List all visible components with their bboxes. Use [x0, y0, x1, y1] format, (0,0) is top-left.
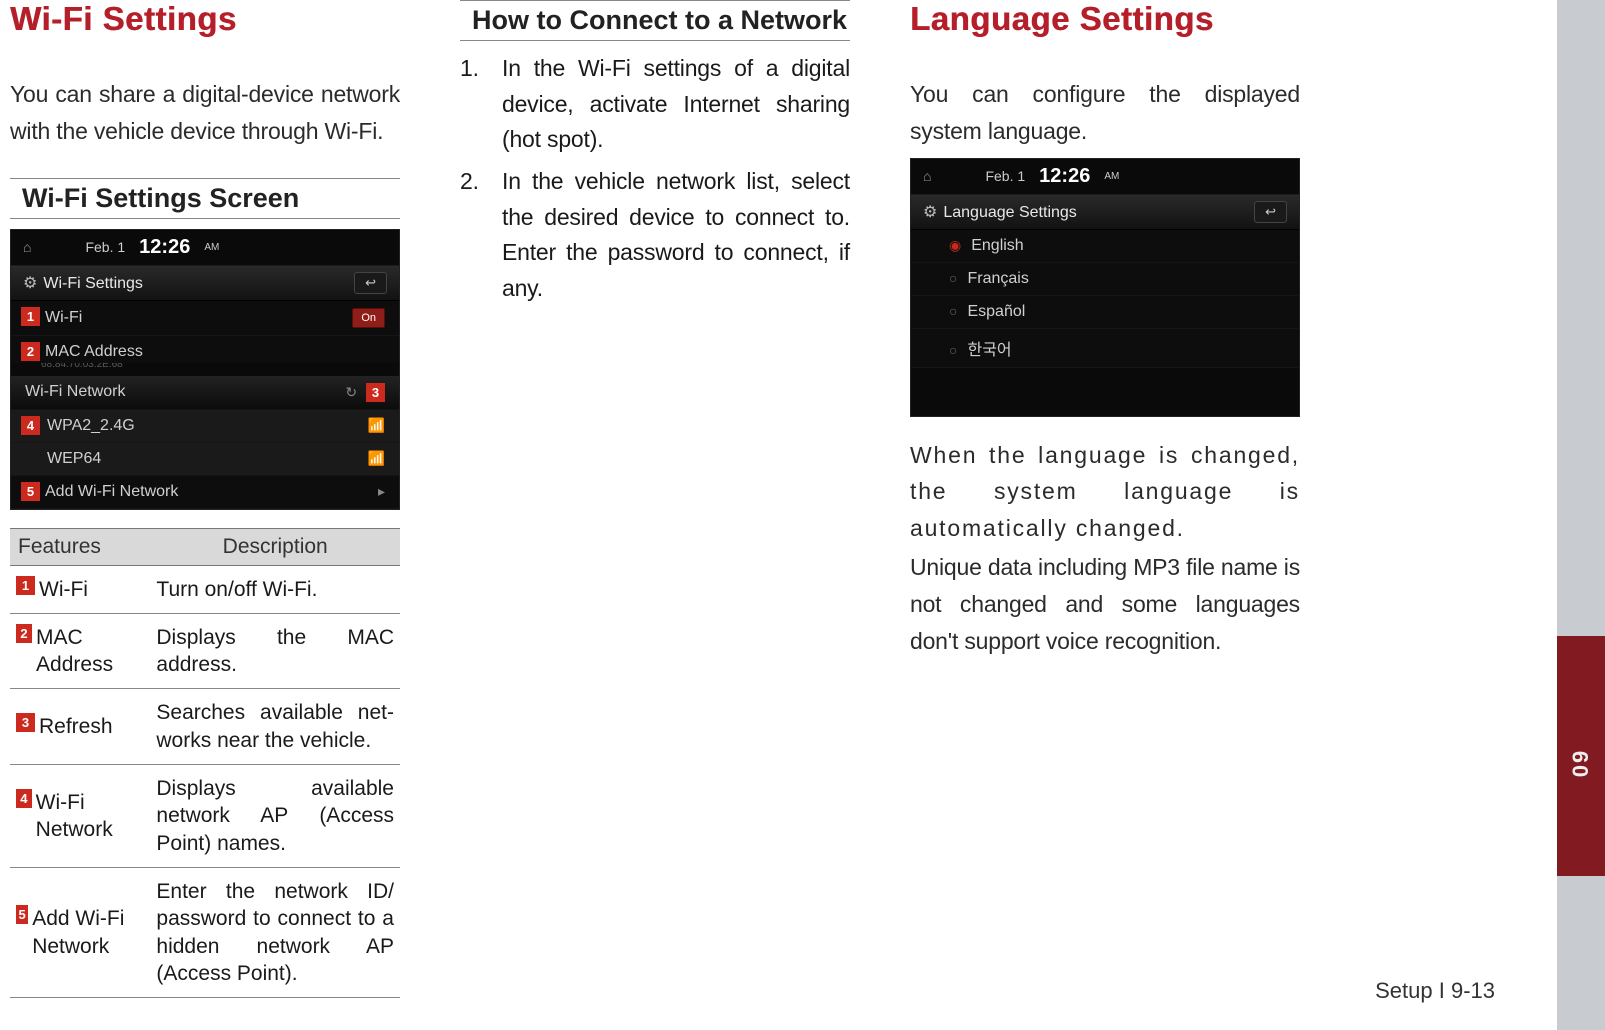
wifi-settings-title: Wi-Fi Settings [10, 0, 400, 38]
desc-1: Turn on/off Wi-Fi. [150, 565, 400, 613]
page-footer: Setup I 9-13 [1375, 978, 1495, 1004]
table-row: 4 Wi-Fi Network Displays available netwo… [10, 765, 400, 868]
ss2-time: 12:26 [1039, 165, 1090, 188]
badge-1: 1 [16, 576, 35, 595]
lang-espanol: Español [967, 303, 1025, 320]
language-intro: You can configure the displayed system l… [910, 76, 1300, 150]
ss-net-b: WEP64 [47, 450, 101, 468]
desc-5: Enter the network ID/ password to connec… [150, 867, 400, 997]
ss-row-add: Add Wi-Fi Network [45, 483, 178, 501]
step-2: In the vehicle network list, select the … [460, 164, 850, 307]
th-features: Features [10, 528, 150, 565]
ss-header-text: Wi-Fi Settings [43, 275, 143, 292]
back-icon: ↩ [1254, 201, 1287, 223]
back-icon: ↩ [354, 272, 387, 294]
side-tab-bottom [1557, 876, 1605, 1030]
chevron-right-icon: ▸ [378, 483, 385, 500]
feat-5: Add Wi-Fi Network [32, 905, 144, 960]
feat-4: Wi-Fi Network [36, 789, 145, 844]
callout-5: 5 [21, 482, 40, 501]
desc-2: Displays the MAC address. [150, 613, 400, 689]
howto-subheading: How to Connect to a Network [460, 0, 850, 41]
refresh-icon: ↻ [345, 384, 357, 400]
radio-icon: ○ [949, 342, 957, 358]
ss-row-net-hdr: Wi-Fi Network [25, 383, 125, 401]
step-1: In the Wi-Fi settings of a digital devic… [460, 51, 850, 158]
lang-english: English [971, 237, 1023, 254]
table-row: 5 Add Wi-Fi Network Enter the network ID… [10, 867, 400, 997]
wifi-on-badge: On [352, 308, 385, 328]
feat-2: MAC Address [36, 624, 144, 679]
home-icon: ⌂ [23, 239, 31, 255]
side-tab-top [1557, 0, 1605, 636]
table-row: 1 Wi-Fi Turn on/off Wi-Fi. [10, 565, 400, 613]
ss-time: 12:26 [139, 236, 190, 259]
lang-korean: 한국어 [967, 342, 1011, 359]
lang-francais: Français [967, 270, 1028, 287]
language-screenshot: ⌂ Feb. 1 12:26 AM ⚙ Language Settings ↩ ◉ E… [910, 158, 1300, 417]
ss-am: AM [204, 242, 219, 253]
howto-steps: In the Wi-Fi settings of a digital devic… [460, 51, 850, 306]
chapter-number: 09 [1568, 745, 1594, 781]
features-table: Features Description 1 Wi-Fi Turn on/off… [10, 528, 400, 999]
column-wifi: Wi-Fi Settings You can share a digital-d… [10, 0, 400, 998]
ss2-date: Feb. 1 [985, 168, 1025, 184]
desc-4: Displays available network AP (Access Po… [150, 765, 400, 868]
table-row: 3 Refresh Searches available net-works n… [10, 689, 400, 765]
badge-4: 4 [16, 789, 32, 808]
desc-3: Searches available net-works near the ve… [150, 689, 400, 765]
wifi-signal-icon: 📶 [368, 450, 385, 467]
wifi-signal-icon: 📶 [368, 417, 385, 434]
table-row: 2 MAC Address Displays the MAC address. [10, 613, 400, 689]
ss-net-a: WPA2_2.4G [47, 417, 135, 435]
feat-3: Refresh [39, 713, 113, 740]
language-para-a: When the language is changed, the system… [910, 437, 1300, 547]
language-para-b: Unique data including MP3 file name is n… [910, 549, 1300, 659]
radio-icon: ○ [949, 303, 957, 319]
gear-icon: ⚙ [923, 204, 937, 221]
gear-icon: ⚙ [23, 275, 37, 292]
column-language: Language Settings You can configure the … [910, 0, 1300, 998]
callout-4: 4 [21, 416, 40, 435]
callout-1: 1 [21, 307, 40, 326]
language-title: Language Settings [910, 0, 1300, 38]
callout-3: 3 [366, 383, 385, 402]
badge-3: 3 [16, 713, 35, 732]
wifi-screenshot: ⌂ Feb. 1 12:26 AM ⚙ Wi-Fi Settings ↩ 1 Wi-… [10, 229, 400, 510]
badge-5: 5 [16, 905, 28, 924]
feat-1: Wi-Fi [39, 576, 88, 603]
th-description: Description [150, 528, 400, 565]
callout-2: 2 [21, 342, 40, 361]
home-icon: ⌂ [923, 168, 931, 184]
ss-date: Feb. 1 [85, 239, 125, 255]
radio-icon: ○ [949, 270, 957, 286]
ss2-header: Language Settings [943, 204, 1076, 221]
wifi-intro: You can share a digital-device network w… [10, 76, 400, 150]
ss2-am: AM [1104, 171, 1119, 182]
radio-selected-icon: ◉ [949, 237, 961, 253]
ss-row-mac: MAC Address [45, 343, 143, 361]
badge-2: 2 [16, 624, 32, 643]
wifi-subheading: Wi-Fi Settings Screen [10, 178, 400, 219]
column-howto: How to Connect to a Network In the Wi-Fi… [460, 0, 850, 998]
ss-row-wifi: Wi-Fi [45, 309, 82, 327]
